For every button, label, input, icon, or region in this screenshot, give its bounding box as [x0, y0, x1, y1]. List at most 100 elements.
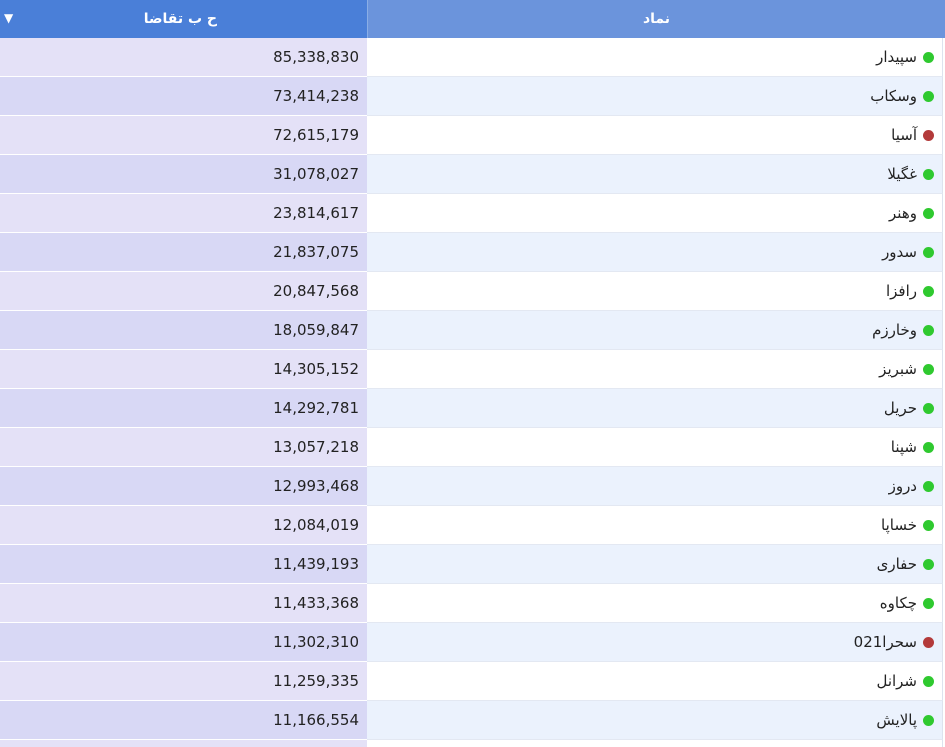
- table-row[interactable]: 12,084,019 خساپا: [0, 506, 945, 545]
- status-up-dot-icon: [923, 90, 934, 102]
- table-row[interactable]: 13,057,218 شپنا: [0, 428, 945, 467]
- table-header: ▼ ح ب تقاضا نماد: [0, 0, 945, 38]
- status-up-dot-icon: [923, 246, 934, 258]
- demand-value-cell: 11,166,554: [0, 701, 367, 740]
- symbol-name: سپیدار: [876, 48, 917, 66]
- demand-value-cell: 14,292,781: [0, 389, 367, 428]
- table-body: 85,338,830 سپیدار 73,414,238 وسکاب 72,615,17…: [0, 38, 945, 747]
- table-row[interactable]: 11,302,310 سحرا021: [0, 623, 945, 662]
- symbol-name: وخارزم: [872, 321, 917, 339]
- symbol-name: آسیا: [891, 126, 917, 144]
- symbol-cell[interactable]: شپنا: [367, 428, 943, 467]
- demand-value-cell: 14,305,152: [0, 350, 367, 389]
- status-up-dot-icon: [923, 51, 934, 63]
- status-up-dot-icon: [923, 402, 934, 414]
- symbol-cell[interactable]: سحرا021: [367, 623, 943, 662]
- demand-value-cell: 13,057,218: [0, 428, 367, 467]
- status-up-dot-icon: [923, 597, 934, 609]
- symbol-cell[interactable]: شبریز: [367, 350, 943, 389]
- status-up-dot-icon: [923, 363, 934, 375]
- demand-value-cell: 72,615,179: [0, 116, 367, 155]
- status-up-dot-icon: [923, 558, 934, 570]
- symbol-cell[interactable]: وهنر: [367, 194, 943, 233]
- table-row[interactable]: 14,292,781 حریل: [0, 389, 945, 428]
- status-up-dot-icon: [923, 675, 934, 687]
- symbol-cell[interactable]: پالایش: [367, 701, 943, 740]
- symbol-cell[interactable]: سدور: [367, 233, 943, 272]
- symbol-cell[interactable]: وسکاب: [367, 77, 943, 116]
- symbol-cell: [367, 740, 943, 747]
- table-row[interactable]: 18,059,847 وخارزم: [0, 311, 945, 350]
- symbol-name: سحرا021: [853, 633, 917, 651]
- status-down-dot-icon: [923, 129, 934, 141]
- status-up-dot-icon: [923, 480, 934, 492]
- table-row[interactable]: 11,433,368 چکاوه: [0, 584, 945, 623]
- symbol-name: حریل: [883, 399, 917, 417]
- status-up-dot-icon: [923, 441, 934, 453]
- symbol-cell[interactable]: حفاری: [367, 545, 943, 584]
- demand-value-cell: 73,414,238: [0, 77, 367, 116]
- symbol-name: شرانل: [876, 672, 917, 690]
- symbol-cell[interactable]: وخارزم: [367, 311, 943, 350]
- table-row[interactable]: 11,439,193 حفاری: [0, 545, 945, 584]
- status-up-dot-icon: [923, 285, 934, 297]
- symbol-cell[interactable]: غگیلا: [367, 155, 943, 194]
- table-row[interactable]: 31,078,027 غگیلا: [0, 155, 945, 194]
- symbol-name: حفاری: [876, 555, 917, 573]
- status-up-dot-icon: [923, 519, 934, 531]
- demand-value-cell: 11,433,368: [0, 584, 367, 623]
- table-row[interactable]: 20,847,568 رافزا: [0, 272, 945, 311]
- symbol-name: خساپا: [881, 516, 917, 534]
- status-down-dot-icon: [923, 636, 934, 648]
- symbol-name: سدور: [882, 243, 917, 261]
- demand-value-cell: 11,302,310: [0, 623, 367, 662]
- demand-value-cell: 20,847,568: [0, 272, 367, 311]
- symbol-cell[interactable]: شرانل: [367, 662, 943, 701]
- symbol-name: غگیلا: [887, 165, 917, 183]
- column-header-symbol-label: نماد: [642, 11, 671, 27]
- column-header-demand-label: ح ب تقاضا: [143, 11, 217, 27]
- symbol-cell[interactable]: آسیا: [367, 116, 943, 155]
- table-row[interactable]: 73,414,238 وسکاب: [0, 77, 945, 116]
- demand-value-cell: 85,338,830: [0, 38, 367, 77]
- symbol-name: چکاوه: [879, 594, 917, 612]
- symbol-cell[interactable]: سپیدار: [367, 38, 943, 77]
- demand-value-cell: 18,059,847: [0, 311, 367, 350]
- table-row[interactable]: 72,615,179 آسیا: [0, 116, 945, 155]
- symbol-name: پالایش: [876, 711, 917, 729]
- status-up-dot-icon: [923, 207, 934, 219]
- table-row[interactable]: 11,259,335 شرانل: [0, 662, 945, 701]
- column-header-demand-value[interactable]: ▼ ح ب تقاضا: [0, 0, 367, 38]
- symbol-name: وهنر: [889, 204, 917, 222]
- column-header-symbol[interactable]: نماد: [367, 0, 945, 38]
- symbol-name: رافزا: [885, 282, 917, 300]
- symbol-cell[interactable]: دروز: [367, 467, 943, 506]
- symbol-name: دروز: [888, 477, 917, 495]
- status-up-dot-icon: [923, 714, 934, 726]
- demand-value-cell: 12,084,019: [0, 506, 367, 545]
- demand-value-cell: [0, 740, 367, 747]
- symbol-name: شبریز: [879, 360, 917, 378]
- table-row[interactable]: 85,338,830 سپیدار: [0, 38, 945, 77]
- table-row[interactable]: 21,837,075 سدور: [0, 233, 945, 272]
- symbol-cell[interactable]: حریل: [367, 389, 943, 428]
- table-row[interactable]: 14,305,152 شبریز: [0, 350, 945, 389]
- demand-value-cell: 31,078,027: [0, 155, 367, 194]
- table-row[interactable]: 12,993,468 دروز: [0, 467, 945, 506]
- table-row-partial: [0, 740, 945, 747]
- demand-value-cell: 11,259,335: [0, 662, 367, 701]
- demand-value-cell: 23,814,617: [0, 194, 367, 233]
- table-row[interactable]: 23,814,617 وهنر: [0, 194, 945, 233]
- demand-value-cell: 21,837,075: [0, 233, 367, 272]
- sort-desc-icon[interactable]: ▼: [4, 11, 14, 25]
- status-up-dot-icon: [923, 168, 934, 180]
- symbol-cell[interactable]: رافزا: [367, 272, 943, 311]
- table-row[interactable]: 11,166,554 پالایش: [0, 701, 945, 740]
- symbol-name: وسکاب: [870, 87, 917, 105]
- demand-value-cell: 11,439,193: [0, 545, 367, 584]
- symbol-name: شپنا: [890, 438, 917, 456]
- status-up-dot-icon: [923, 324, 934, 336]
- symbol-cell[interactable]: خساپا: [367, 506, 943, 545]
- symbol-cell[interactable]: چکاوه: [367, 584, 943, 623]
